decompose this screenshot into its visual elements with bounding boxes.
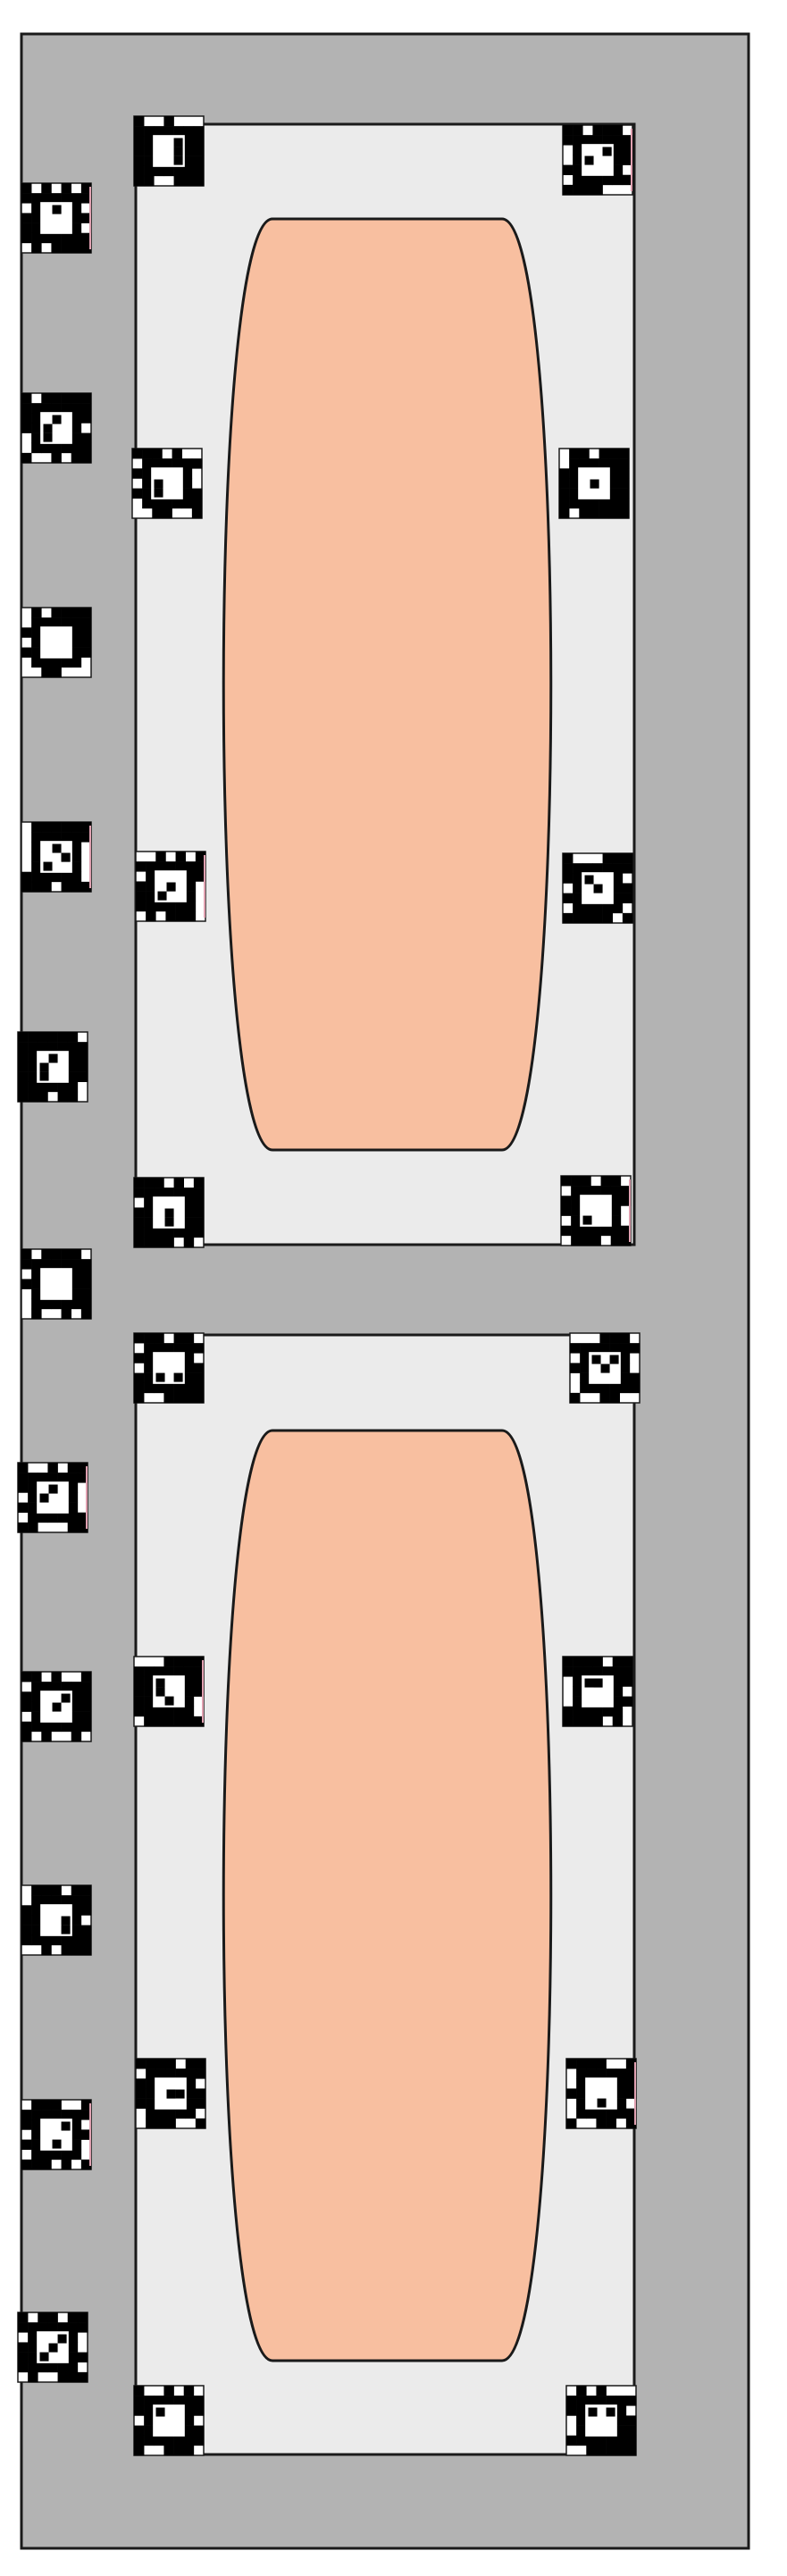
aruco-marker-icon: [562, 124, 633, 196]
markers-layer: [17, 115, 640, 2456]
pill-top: [222, 217, 553, 1152]
pill-bottom: [222, 1429, 553, 2362]
aruco-marker-icon: [133, 2385, 205, 2456]
aruco-marker-icon: [21, 392, 92, 464]
aruco-marker-icon: [21, 607, 92, 678]
aruco-marker-icon: [17, 1031, 88, 1103]
aruco-marker-icon: [21, 1671, 92, 1742]
aruco-marker-icon: [133, 115, 205, 187]
aruco-marker-icon: [21, 182, 92, 254]
aruco-marker-icon: [21, 1884, 92, 1956]
aruco-marker-icon: [565, 2385, 637, 2456]
aruco-marker-icon: [17, 1462, 88, 1533]
aruco-marker-icon: [133, 1177, 205, 1248]
aruco-marker-icon: [569, 1332, 640, 1404]
aruco-marker-icon: [560, 1175, 632, 1246]
aruco-marker-icon: [565, 2058, 637, 2129]
aruco-marker-icon: [135, 851, 206, 922]
aruco-marker-icon: [135, 2058, 206, 2129]
aruco-marker-icon: [133, 1656, 205, 1727]
aruco-marker-icon: [21, 2099, 92, 2170]
aruco-marker-icon: [21, 821, 92, 893]
aruco-marker-icon: [558, 448, 630, 519]
aruco-marker-icon: [562, 1656, 633, 1727]
aruco-marker-icon: [131, 448, 203, 519]
aruco-marker-icon: [133, 1332, 205, 1404]
aruco-marker-icon: [562, 852, 633, 924]
aruco-marker-icon: [17, 2312, 88, 2383]
aruco-marker-icon: [21, 1248, 92, 1320]
